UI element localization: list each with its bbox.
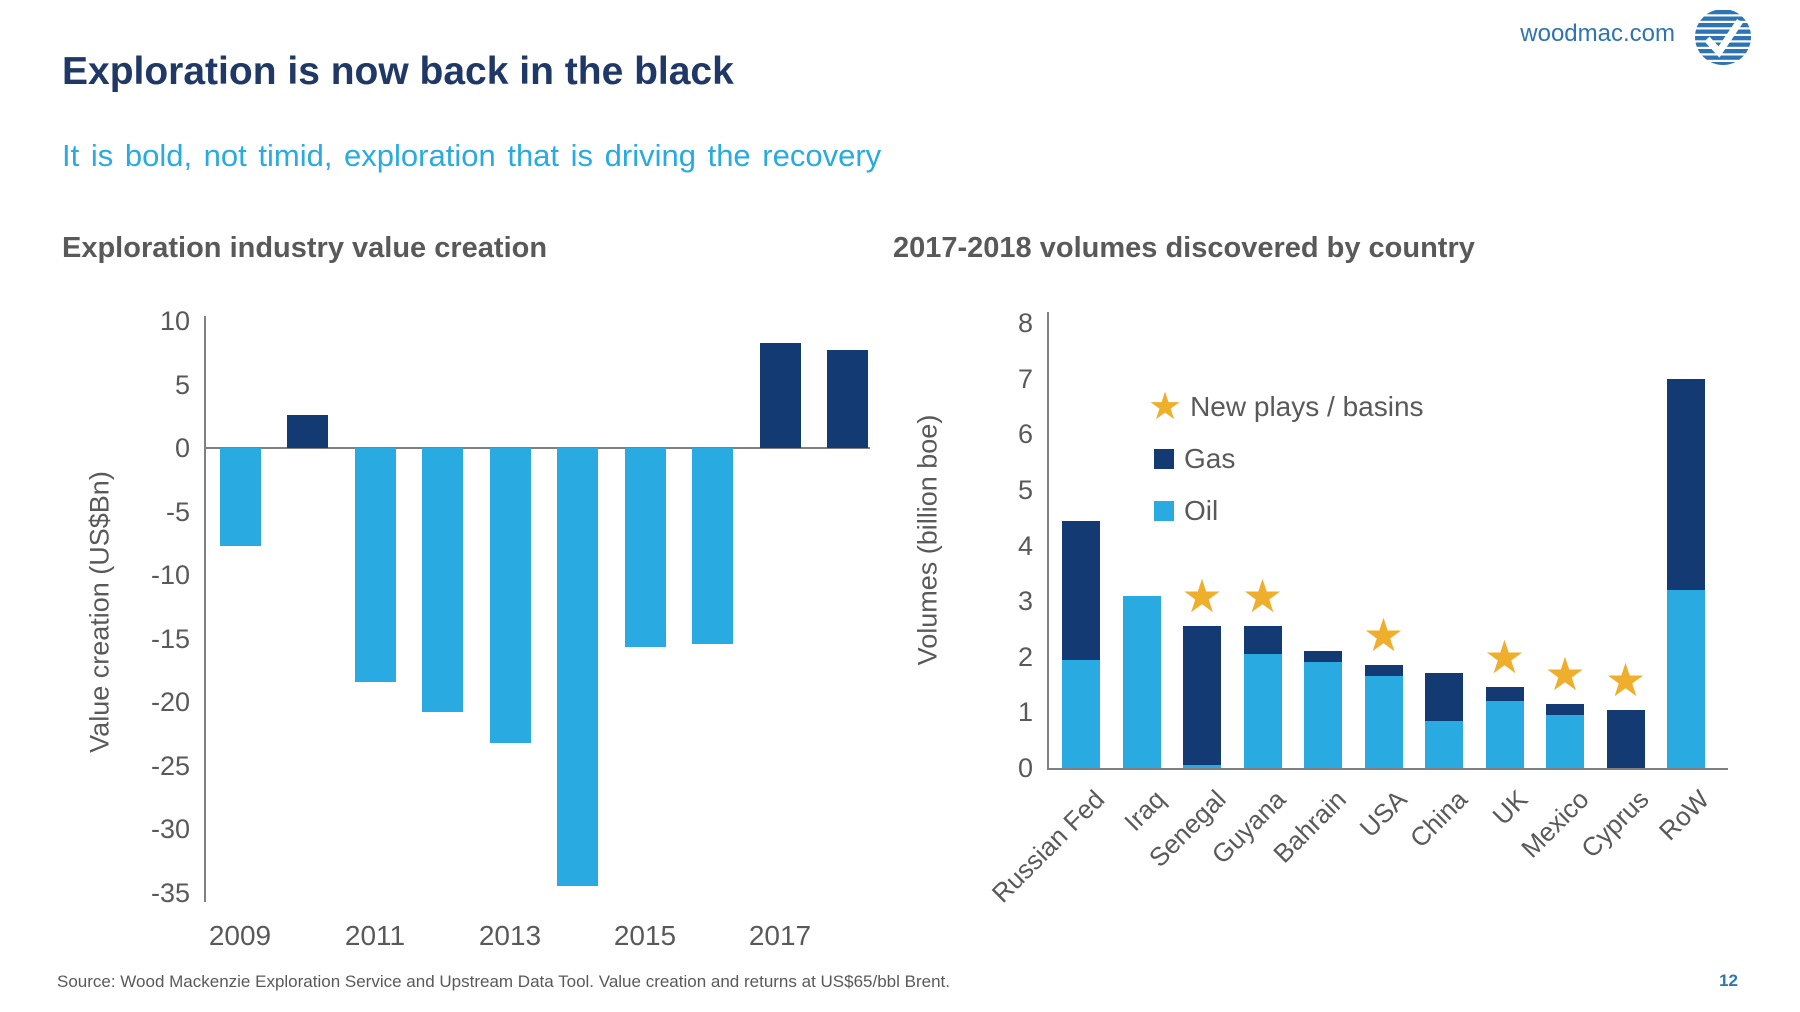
right-y-axis-line — [1047, 312, 1049, 770]
stack-bahrain-gas — [1304, 651, 1342, 663]
right-y-tick-3: 3 — [1017, 586, 1033, 617]
left-y-tick--30: -30 — [150, 814, 190, 845]
right-x-tick-russian-fed: Russian Fed — [985, 783, 1111, 909]
right-x-tick-cyprus: Cyprus — [1575, 783, 1655, 864]
left-chart-title: Exploration industry value creation — [62, 232, 548, 264]
stack-russian-fed-gas — [1062, 520, 1100, 660]
stack-mexico-gas — [1546, 703, 1584, 716]
left-x-tick-2013: 2013 — [478, 920, 542, 951]
left-y-axis-line — [204, 316, 206, 902]
stack-usa-gas — [1364, 665, 1403, 677]
stack-china-oil — [1425, 720, 1463, 768]
left-y-tick-5: 5 — [174, 369, 190, 400]
stack-senegal-oil — [1183, 765, 1221, 768]
star-guyana: ★ — [1241, 570, 1284, 623]
star-cyprus: ★ — [1604, 653, 1647, 706]
stack-guyana-gas — [1243, 626, 1282, 654]
star-mexico: ★ — [1544, 647, 1586, 700]
legend-item-oil: Oil — [1148, 494, 1218, 528]
legend-item-gas: Gas — [1148, 442, 1235, 476]
legend-item-new-plays-basins: ★ New plays / basins — [1148, 386, 1424, 428]
stack-row-oil — [1667, 590, 1705, 768]
stack-bahrain-oil — [1304, 662, 1342, 768]
right-x-tick-uk: UK — [1486, 783, 1534, 831]
left-y-tick--35: -35 — [150, 877, 190, 908]
stack-uk-oil — [1485, 701, 1524, 768]
source-note: Source: Wood Mackenzie Exploration Servi… — [57, 972, 950, 991]
left-y-tick--25: -25 — [150, 750, 190, 781]
legend-label: Gas — [1184, 443, 1236, 474]
stack-guyana-oil — [1243, 653, 1282, 768]
right-y-tick-4: 4 — [1017, 530, 1033, 561]
stack-usa-oil — [1364, 676, 1403, 768]
bar-2016 — [692, 448, 733, 644]
stack-china-gas — [1425, 673, 1463, 721]
gas-swatch-icon — [1154, 449, 1174, 469]
left-y-tick-10: 10 — [159, 306, 190, 337]
bar-2011 — [354, 448, 396, 682]
page-title: Exploration is now back in the black — [62, 50, 734, 93]
right-x-tick-china: China — [1403, 783, 1474, 854]
left-y-tick--15: -15 — [150, 623, 190, 654]
right-y-tick-5: 5 — [1017, 474, 1033, 505]
bar-2012 — [422, 448, 463, 713]
stack-cyprus-gas — [1606, 709, 1645, 768]
right-y-tick-7: 7 — [1017, 363, 1033, 394]
star-uk: ★ — [1483, 631, 1526, 684]
page-number: 12 — [1719, 971, 1738, 990]
right-x-tick-usa: USA — [1353, 783, 1413, 843]
bar-2015 — [624, 448, 666, 648]
left-y-tick--5: -5 — [165, 496, 190, 527]
left-x-tick-2017: 2017 — [748, 920, 812, 951]
right-y-tick-8: 8 — [1017, 308, 1033, 339]
legend-label: New plays / basins — [1190, 391, 1424, 422]
stack-row-gas — [1667, 378, 1705, 590]
stack-mexico-oil — [1546, 715, 1584, 768]
right-y-tick-0: 0 — [1017, 752, 1033, 783]
right-y-tick-6: 6 — [1017, 419, 1033, 450]
left-x-tick-2009: 2009 — [208, 920, 272, 951]
volumes-by-country-chart: 8 7 6 5 4 3 2 1 0 Russian Fed Iraq ★ Senegal ★ Guyana B… — [986, 308, 1728, 908]
right-y-tick-2: 2 — [1017, 641, 1033, 672]
legend-label: Oil — [1184, 495, 1219, 526]
bar-2017 — [759, 342, 801, 449]
bar-2013 — [489, 448, 531, 743]
star-senegal: ★ — [1181, 570, 1223, 623]
right-y-axis-title: Volumes (billion boe) — [912, 414, 943, 666]
woodmac-site-label: woodmac.com — [1520, 20, 1675, 47]
right-baseline — [1048, 767, 1728, 770]
new-plays-star-icon: ★ — [1148, 386, 1183, 428]
right-y-tick-1: 1 — [1017, 697, 1033, 728]
stack-senegal-gas — [1183, 626, 1221, 766]
right-x-tick-row: RoW — [1653, 783, 1716, 846]
woodmac-logo-icon — [1694, 8, 1752, 71]
right-chart-title: 2017-2018 volumes discovered by country — [893, 232, 1475, 264]
star-usa: ★ — [1362, 609, 1405, 662]
value-creation-chart: 10 5 0 -5 -10 -15 -20 -25 -30 -35 2009 2011 2013 2015… — [151, 306, 870, 951]
left-y-tick--10: -10 — [150, 560, 190, 591]
bar-2010 — [287, 415, 328, 449]
bar-2014 — [557, 448, 598, 887]
right-x-tick-mexico: Mexico — [1514, 783, 1595, 864]
stack-iraq-oil — [1122, 595, 1161, 768]
stack-russian-fed-oil — [1062, 659, 1100, 768]
bar-2018 — [827, 350, 868, 449]
page-subtitle: It is bold, not timid, exploration that … — [62, 138, 882, 173]
oil-swatch-icon — [1154, 501, 1174, 521]
left-x-tick-2011: 2011 — [344, 920, 406, 951]
left-y-tick--20: -20 — [150, 687, 190, 718]
bar-2009 — [219, 448, 261, 546]
left-y-tick-0: 0 — [174, 433, 190, 464]
left-x-tick-2015: 2015 — [613, 920, 677, 951]
left-zero-line — [205, 447, 870, 450]
stack-uk-gas — [1485, 687, 1524, 702]
